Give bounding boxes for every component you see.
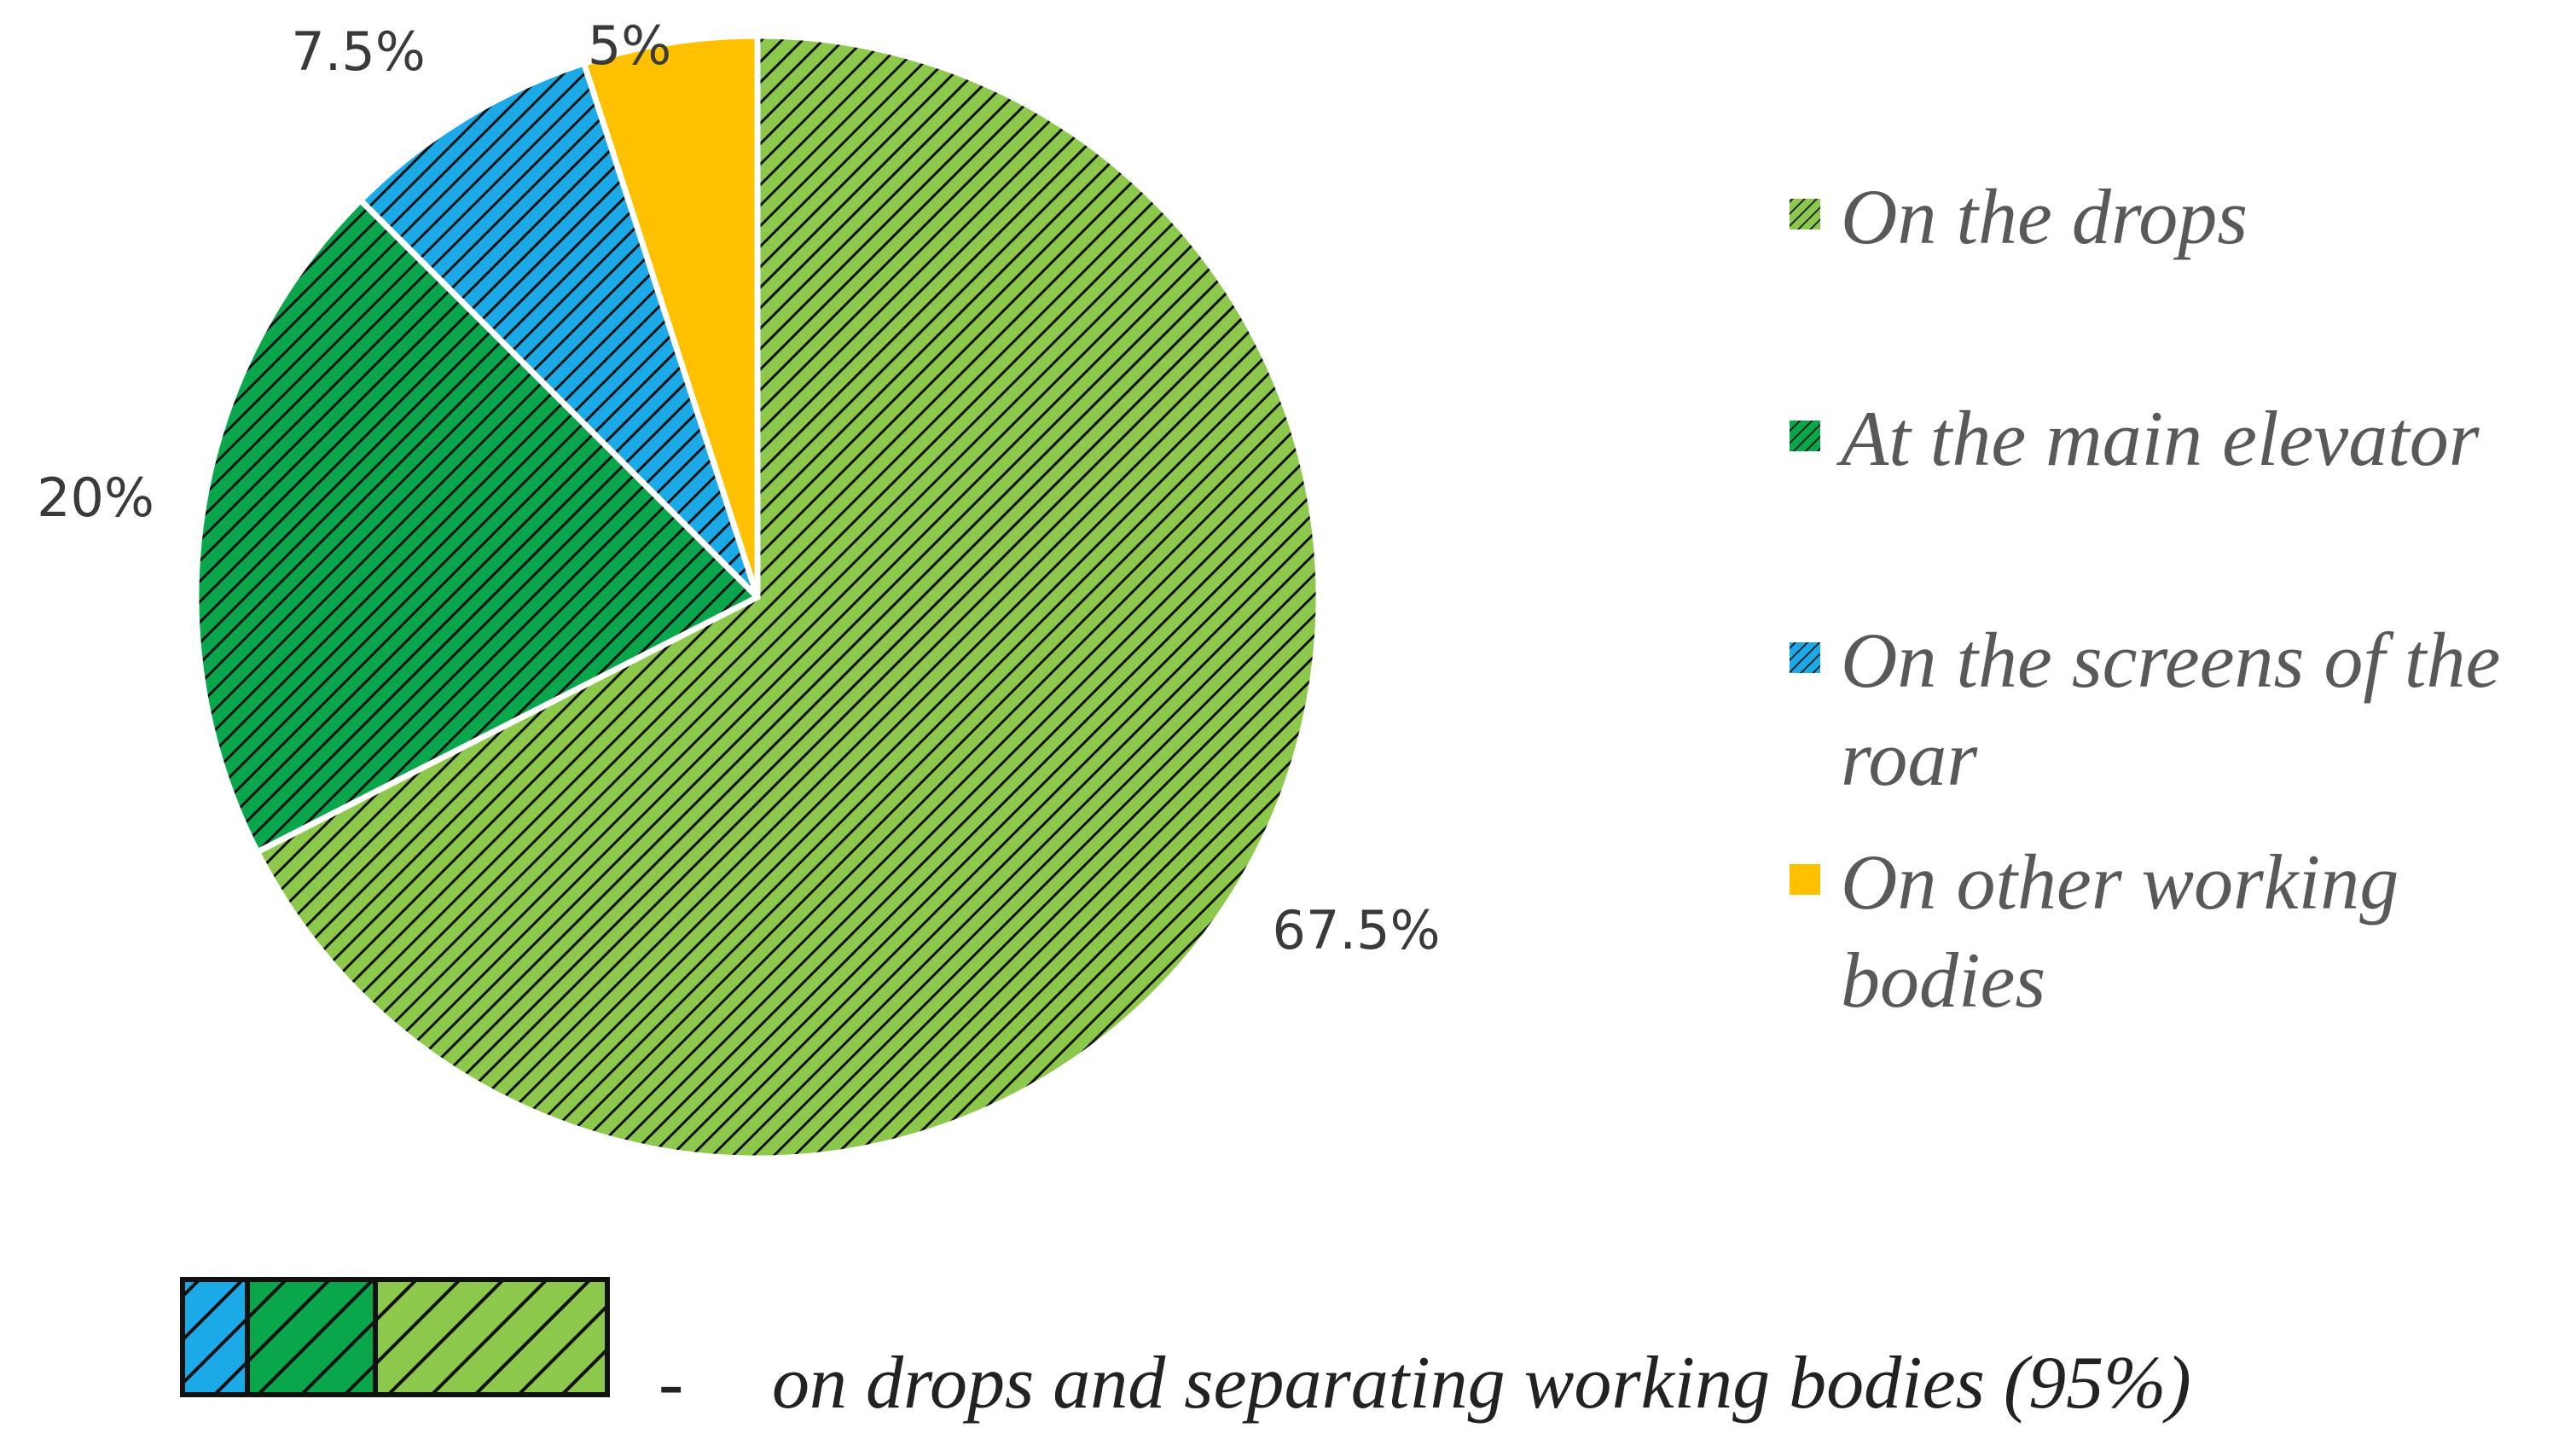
legend: On the drops At the main elevator On the s… <box>1790 173 2500 1024</box>
legend-item-on-the-drops: On the drops <box>1790 173 2248 260</box>
summary-note: - on drops and separating working bodies… <box>180 1277 2191 1425</box>
legend-swatch <box>1790 864 1820 895</box>
legend-label-line: On the drops <box>1841 173 2248 260</box>
pie-slice-on-the-screens-of-the-roar <box>357 60 761 601</box>
note-dash: - <box>659 1342 683 1425</box>
legend-swatch <box>1790 421 1820 451</box>
legend-label-line: On the screens of the <box>1841 617 2500 704</box>
note-swatch-block <box>245 1277 378 1397</box>
legend-label-line: roar <box>1841 715 1978 802</box>
legend-item-on-the-screens-of-the-roar: On the screens of the roar <box>1790 617 2500 802</box>
legend-label-line: On other working <box>1841 839 2399 926</box>
note-swatch-block <box>373 1277 610 1397</box>
pie-slice-on-the-drops <box>254 32 1322 1162</box>
legend-swatch <box>1790 199 1820 229</box>
legend-swatch <box>1790 642 1820 673</box>
legend-label-line: bodies <box>1841 937 2045 1024</box>
data-label-on-other-working-bodies: 5% <box>588 15 671 77</box>
data-label-at-the-main-elevator: 20% <box>37 467 154 529</box>
note-swatch-bar <box>180 1277 610 1397</box>
pie-slice-on-other-working-bodies <box>581 32 761 601</box>
data-labels: 67.5% 20% 7.5% 5% <box>37 15 1440 961</box>
legend-label-line: At the main elevator <box>1836 395 2480 482</box>
legend-item-on-other-working-bodies: On other working bodies <box>1790 839 2399 1024</box>
note-text: on drops and separating working bodies (… <box>772 1342 2191 1425</box>
pie-slices <box>193 32 1322 1162</box>
note-swatch-block <box>180 1277 250 1397</box>
data-label-on-the-drops: 67.5% <box>1273 899 1441 961</box>
pie-slice-at-the-main-elevator <box>193 197 761 856</box>
legend-item-at-the-main-elevator: At the main elevator <box>1790 395 2480 482</box>
data-label-on-the-screens-of-the-roar: 7.5% <box>291 20 426 83</box>
